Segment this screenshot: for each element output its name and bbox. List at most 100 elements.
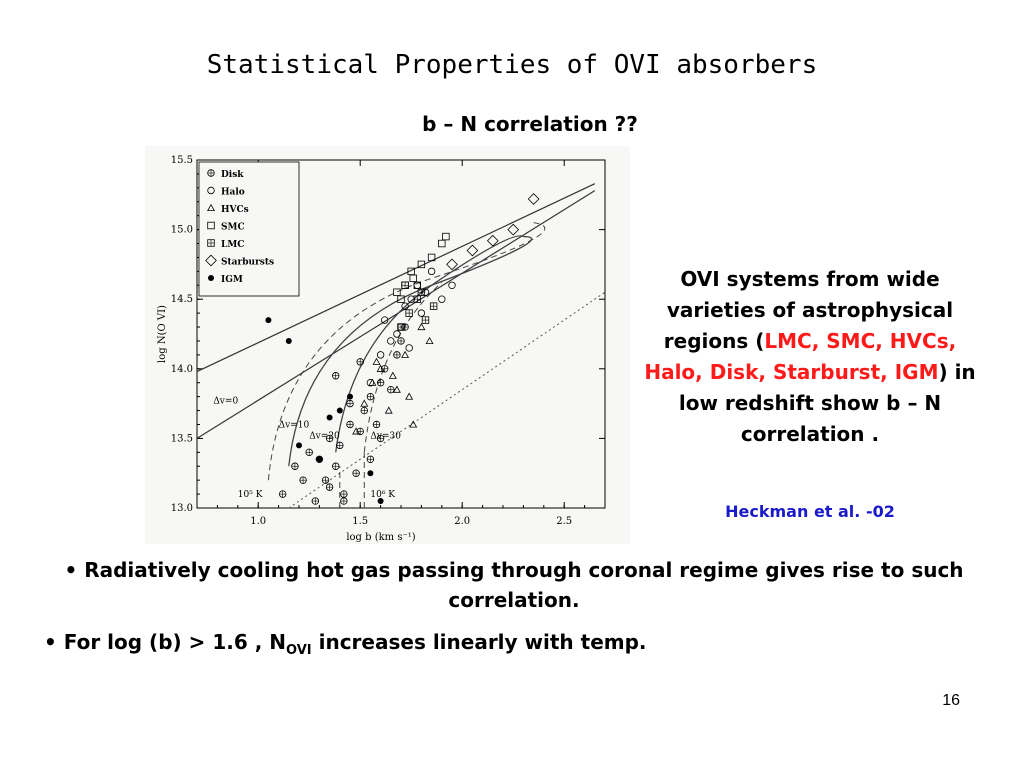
data-point-hvcs bbox=[368, 378, 377, 386]
data-point-disk bbox=[352, 469, 360, 477]
bullet-1: • Radiatively cooling hot gas passing th… bbox=[44, 555, 984, 615]
legend-label-lmc: LMC bbox=[221, 240, 244, 250]
model-line-dotted bbox=[288, 291, 606, 509]
data-point-hvcs bbox=[401, 350, 410, 358]
data-point-disk bbox=[332, 372, 340, 380]
model-curve-dv20 bbox=[288, 235, 533, 467]
legend-marker-halo bbox=[207, 186, 215, 195]
data-point-lmc bbox=[401, 281, 409, 289]
annotation-1e5k: 10⁵ K bbox=[238, 490, 263, 500]
data-point-disk bbox=[376, 379, 385, 387]
data-point-halo bbox=[380, 316, 389, 324]
y-tick-label: 15.0 bbox=[171, 225, 193, 236]
data-point-lmc bbox=[429, 302, 438, 310]
bullet-2-marker: • bbox=[44, 630, 57, 654]
bullet-2: • For log (b) > 1.6 , NOVI increases lin… bbox=[44, 630, 944, 658]
data-point-smc bbox=[397, 295, 405, 303]
data-point-smc bbox=[393, 288, 401, 296]
data-point-disk bbox=[397, 337, 405, 345]
side-text-regions: LMC, SMC, HVCs, Halo, Disk, Starburst, I… bbox=[644, 329, 957, 384]
data-point-smc bbox=[438, 239, 446, 248]
data-point-hvcs bbox=[372, 357, 381, 365]
data-point-halo bbox=[405, 344, 413, 352]
data-point-disk bbox=[332, 462, 340, 470]
data-point-halo bbox=[401, 302, 409, 310]
bullet-2-text-post: increases linearly with temp. bbox=[311, 630, 647, 654]
data-point-lmc bbox=[417, 288, 426, 296]
y-tick-label: 14.0 bbox=[171, 364, 193, 375]
model-line-upper bbox=[196, 183, 596, 373]
x-tick-label: 1.0 bbox=[250, 516, 266, 527]
legend-marker-lmc bbox=[207, 239, 215, 247]
y-tick-label: 14.5 bbox=[171, 294, 193, 305]
data-point-hvcs bbox=[392, 385, 401, 393]
data-point-igm bbox=[296, 442, 302, 449]
data-point-hvcs bbox=[384, 406, 393, 414]
slide-title: Statistical Properties of OVI absorbers bbox=[206, 50, 818, 80]
y-tick-label: 13.5 bbox=[171, 433, 193, 444]
data-point-disk bbox=[278, 490, 287, 498]
data-point-hvcs bbox=[409, 420, 418, 428]
data-point-disk bbox=[387, 385, 395, 394]
data-point-igm bbox=[316, 456, 323, 463]
data-point-smc bbox=[427, 253, 436, 262]
data-point-disk bbox=[325, 434, 334, 443]
legend-label-starbursts: Starbursts bbox=[221, 258, 274, 268]
citation: Heckman et al. -02 bbox=[725, 502, 895, 521]
data-point-disk bbox=[291, 462, 299, 470]
data-point-starbursts bbox=[446, 258, 458, 271]
legend-label-halo: Halo bbox=[221, 188, 245, 198]
annotation-dv30: Δv=30 bbox=[370, 431, 401, 441]
bullet-2-text-pre: For log (b) > 1.6 , N bbox=[63, 630, 287, 654]
data-point-disk bbox=[376, 434, 385, 443]
data-point-smc bbox=[417, 260, 426, 269]
model-curve-dv10 bbox=[267, 222, 546, 481]
side-description: OVI systems from wide varieties of astro… bbox=[640, 264, 980, 450]
y-tick-label: 15.5 bbox=[171, 155, 193, 166]
data-point-disk bbox=[336, 441, 344, 450]
data-point-smc bbox=[413, 281, 422, 289]
y-tick-label: 13.0 bbox=[171, 503, 193, 514]
side-text-post: ) in low redshift show b – N correlation… bbox=[678, 360, 976, 446]
data-point-hvcs bbox=[360, 399, 369, 407]
data-point-lmc bbox=[413, 295, 422, 303]
model-curve-dashed2 bbox=[363, 282, 443, 453]
data-point-starbursts bbox=[486, 234, 499, 247]
legend-label-hvcs: HVCs bbox=[221, 205, 249, 215]
annotation-1e6k: 10⁶ K bbox=[370, 490, 395, 500]
scatter-plot-figure: 1.0 1.5 2.0 2.5 13.0 13.5 14.0 14.5 15.0 15.5 log … bbox=[145, 146, 630, 544]
bullet-2-subscript: OVI bbox=[286, 643, 312, 658]
data-point-disk bbox=[299, 476, 307, 484]
model-line-dv0 bbox=[196, 190, 596, 439]
data-point-halo bbox=[366, 379, 375, 387]
data-point-igm bbox=[377, 498, 384, 505]
data-point-disk bbox=[366, 392, 375, 401]
data-point-lmc bbox=[397, 323, 405, 331]
data-point-disk bbox=[321, 476, 330, 484]
legend-label-disk: Disk bbox=[221, 170, 244, 180]
legend-marker-disk bbox=[207, 169, 215, 177]
data-point-disk bbox=[311, 497, 320, 505]
data-point-halo bbox=[393, 330, 401, 338]
data-point-halo bbox=[448, 281, 456, 289]
data-point-igm bbox=[336, 407, 343, 414]
data-point-halo bbox=[438, 295, 446, 303]
data-point-smc bbox=[442, 232, 450, 241]
data-point-hvcs bbox=[388, 371, 397, 379]
x-tick-label: 2.0 bbox=[454, 516, 470, 527]
data-point-starbursts bbox=[527, 193, 540, 205]
y-axis-label: log N(O VI) bbox=[157, 305, 168, 363]
data-point-halo bbox=[376, 351, 385, 359]
data-point-lmc bbox=[405, 309, 413, 317]
annotation-dv10: Δv=10 bbox=[279, 420, 310, 430]
data-point-igm bbox=[367, 470, 374, 477]
data-point-disk bbox=[360, 406, 368, 415]
x-tick-label: 2.5 bbox=[556, 516, 572, 527]
legend-marker-smc bbox=[207, 221, 215, 230]
data-point-disk bbox=[356, 358, 364, 366]
bullet-1-text: Radiatively cooling hot gas passing thro… bbox=[84, 558, 964, 612]
legend-label-smc: SMC bbox=[221, 223, 245, 233]
data-point-lmc bbox=[421, 316, 430, 324]
data-point-disk bbox=[340, 497, 348, 505]
data-point-starbursts bbox=[466, 244, 479, 257]
